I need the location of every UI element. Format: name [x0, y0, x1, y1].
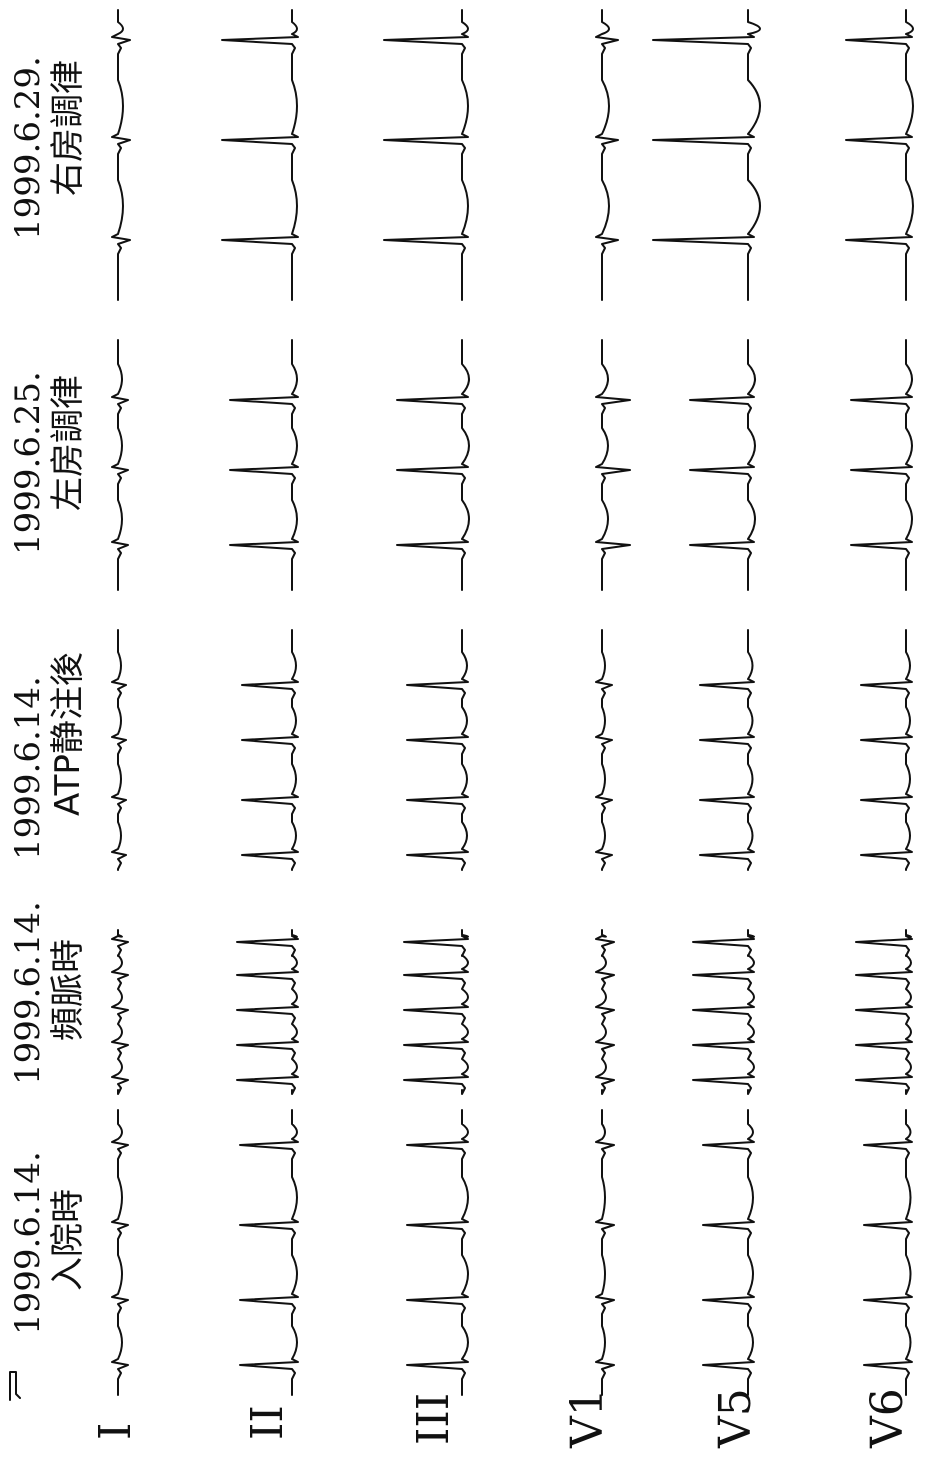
- trace-V5-col2: [692, 929, 755, 1095]
- trace-III-col1: [406, 1109, 469, 1396]
- trace-III-col4: [396, 339, 470, 591]
- trace-I-col2: [111, 929, 129, 1095]
- trace-V1-col3: [595, 629, 613, 871]
- trace-V5-col3: [699, 629, 755, 871]
- trace-II-col3: [241, 629, 299, 871]
- trace-V6-col2: [855, 929, 913, 1095]
- trace-V1-col5: [595, 9, 619, 301]
- trace-II-col2: [236, 929, 299, 1095]
- trace-V1-col2: [595, 929, 615, 1095]
- trace-V6-col5: [845, 9, 914, 301]
- trace-V5-col4: [689, 339, 756, 591]
- trace-I-col4: [111, 339, 129, 591]
- trace-V5-col5: [652, 9, 761, 301]
- trace-V1-col1: [595, 1109, 615, 1396]
- trace-II-col1: [239, 1109, 299, 1396]
- trace-II-col5: [221, 9, 299, 301]
- trace-V5-col1: [702, 1109, 755, 1396]
- trace-I-col5: [111, 9, 131, 301]
- trace-V6-col1: [863, 1109, 913, 1396]
- trace-V6-col4: [850, 339, 913, 591]
- trace-III-col2: [403, 929, 469, 1095]
- trace-II-col4: [229, 339, 299, 591]
- trace-I-col3: [111, 629, 127, 871]
- calibration-mark: [9, 1371, 21, 1401]
- trace-V6-col3: [860, 629, 913, 871]
- trace-I-col1: [111, 1109, 129, 1396]
- trace-III-col5: [383, 9, 469, 301]
- trace-V1-col4: [595, 339, 631, 591]
- trace-group: [111, 9, 914, 1396]
- trace-III-col3: [406, 629, 469, 871]
